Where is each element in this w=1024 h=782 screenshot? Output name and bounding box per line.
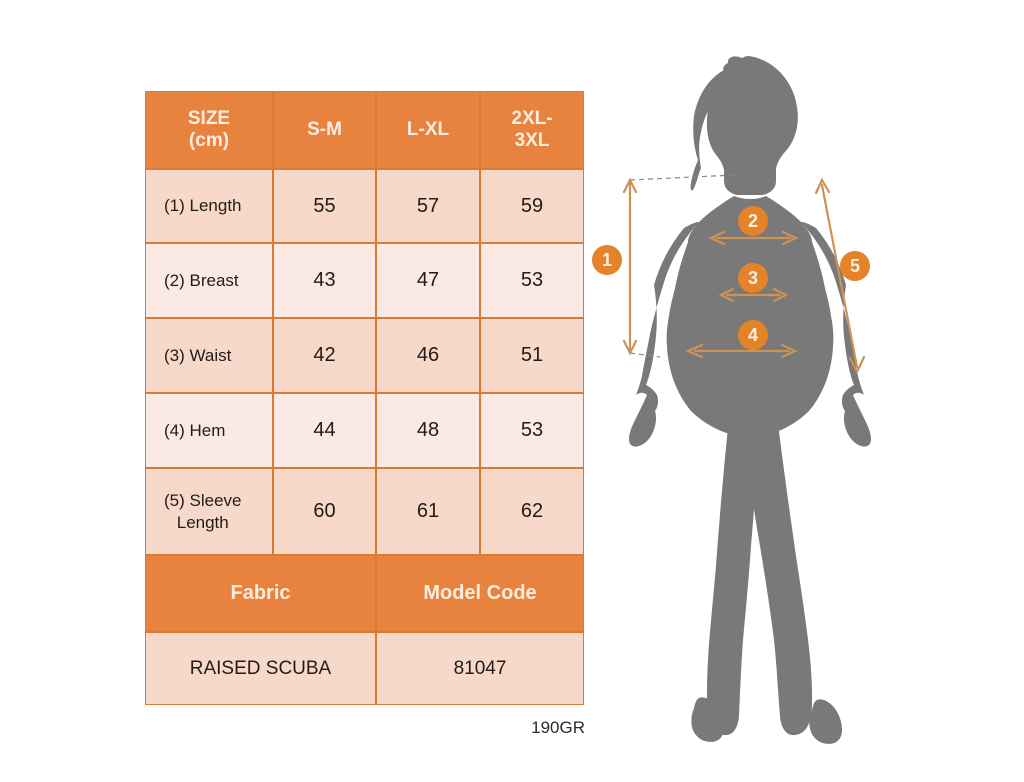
svg-text:5: 5 xyxy=(850,256,860,276)
svg-text:3: 3 xyxy=(748,268,758,288)
svg-text:1: 1 xyxy=(602,250,612,270)
svg-text:4: 4 xyxy=(748,325,758,345)
svg-text:2: 2 xyxy=(748,211,758,231)
